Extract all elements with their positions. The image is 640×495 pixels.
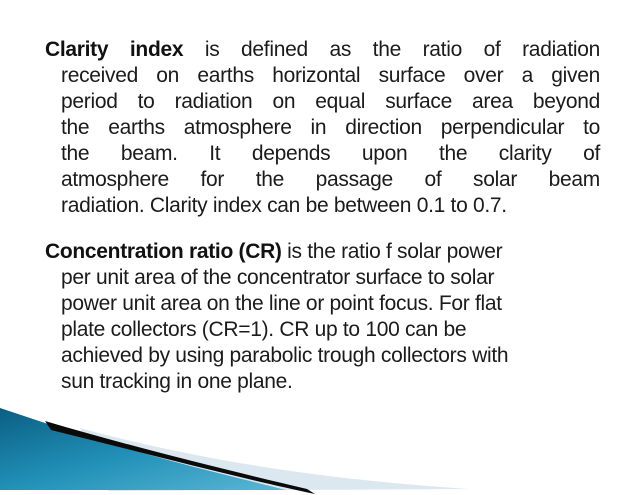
- slide-text-block: Clarity index is defined as the ratio of…: [45, 37, 600, 395]
- justified-lines: received on earths horizontal surface ov…: [45, 63, 600, 193]
- paragraph-clarity-index: Clarity index is defined as the ratio of…: [45, 37, 600, 219]
- left-aligned-lines: per unit area of the concentrator surfac…: [45, 265, 600, 395]
- paragraph-concentration-ratio: Concentration ratio (CR) is the ratio f …: [45, 239, 600, 395]
- text-line: period to radiation on equal surface are…: [61, 90, 600, 113]
- text-line: received on earths horizontal surface ov…: [61, 64, 600, 87]
- text-line: the earths atmosphere in direction perpe…: [61, 116, 600, 139]
- text-line: per unit area of the concentrator surfac…: [61, 266, 495, 289]
- pale-swoosh-shape: [80, 428, 468, 491]
- lead-text-clarity-index: Clarity index: [45, 38, 184, 61]
- text-line: atmosphere for the passage of solar beam: [61, 168, 600, 191]
- text-line: radiation. Clarity index can be between …: [61, 194, 507, 217]
- bottom-swoosh-decoration: [0, 408, 468, 494]
- text-line: sun tracking in one plane.: [61, 370, 293, 393]
- text-line: achieved by using parabolic trough colle…: [61, 344, 509, 367]
- text-line: plate collectors (CR=1). CR up to 100 ca…: [61, 318, 467, 341]
- teal-swoosh-shape: [0, 408, 286, 490]
- text-run: is the ratio f solar power: [281, 240, 503, 263]
- black-stripe-shape: [45, 421, 315, 494]
- text-run: is defined as the ratio of radiation: [183, 38, 600, 61]
- text-line: the beam. It depends upon the clarity of: [61, 142, 600, 165]
- text-line: Clarity index is defined as the ratio of…: [45, 37, 600, 63]
- text-line: Concentration ratio (CR) is the ratio f …: [45, 239, 600, 265]
- text-line: power unit area on the line or point foc…: [61, 292, 502, 315]
- lead-text-concentration-ratio: Concentration ratio (CR): [45, 240, 282, 263]
